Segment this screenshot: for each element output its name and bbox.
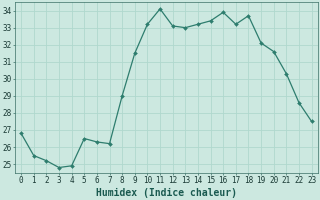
X-axis label: Humidex (Indice chaleur): Humidex (Indice chaleur) xyxy=(96,188,237,198)
